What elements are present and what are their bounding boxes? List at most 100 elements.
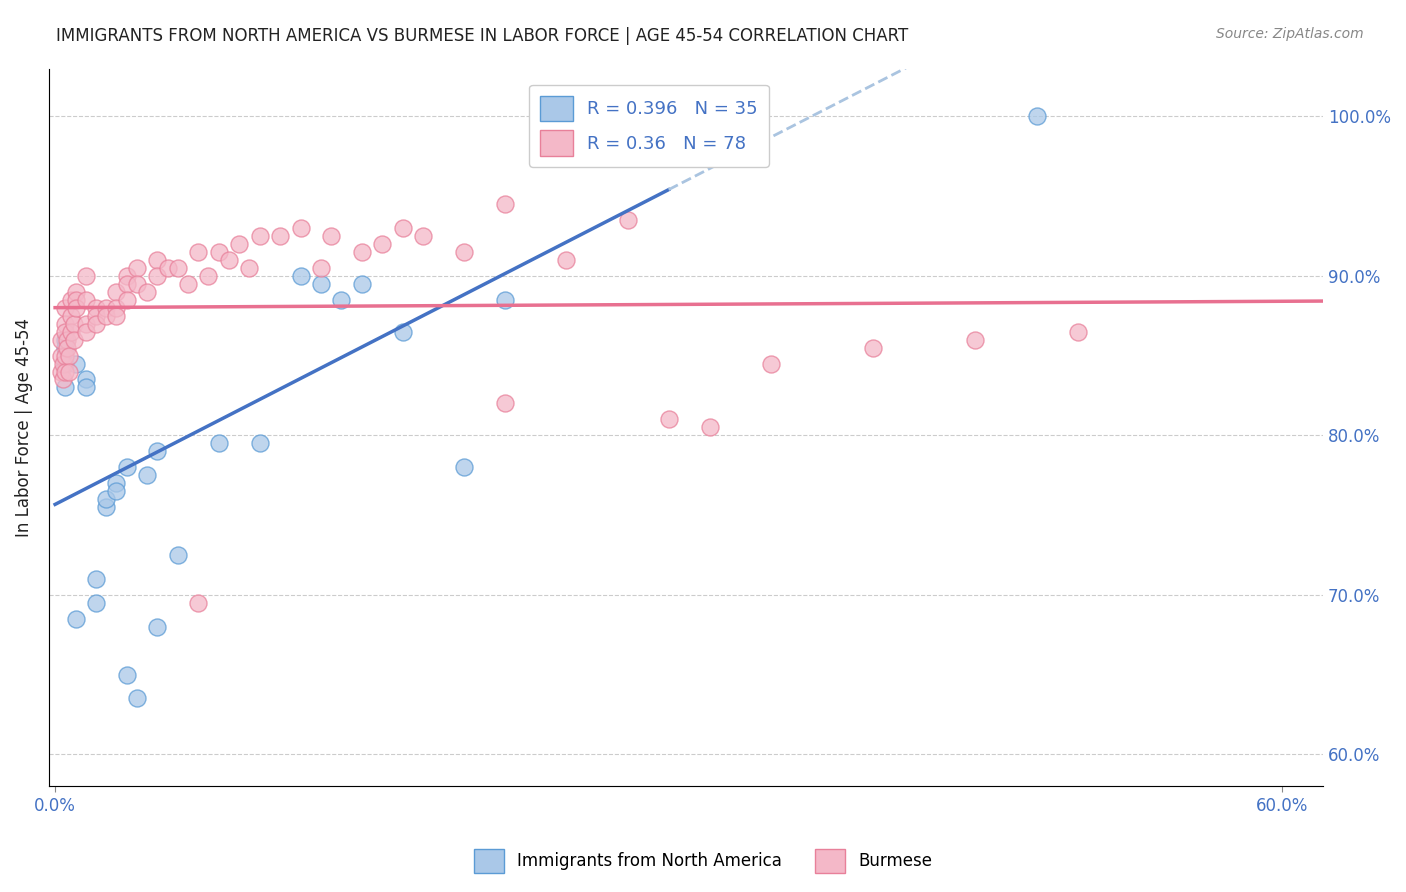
Point [290,221,312,235]
Point [84,309,107,323]
Point [51,333,73,347]
Point [53,341,76,355]
Point [75,293,97,307]
Point [350,244,373,259]
Point [391,325,413,339]
Point [249,229,271,244]
Point [60,309,83,323]
Point [146,620,169,634]
Point [52,357,75,371]
Point [65,357,87,371]
Point [187,596,209,610]
Point [65,612,87,626]
Point [65,293,87,307]
Point [52,372,75,386]
Point [115,277,138,291]
Point [53,325,76,339]
Point [51,364,73,378]
Point [84,317,107,331]
Point [309,277,332,291]
Point [125,260,148,275]
Point [156,260,179,275]
Point [759,357,782,371]
Point [965,333,987,347]
Point [136,468,159,483]
Point [208,244,231,259]
Legend: R = 0.396   N = 35, R = 0.36   N = 78: R = 0.396 N = 35, R = 0.36 N = 78 [530,85,769,167]
Point [56,333,79,347]
Point [494,293,516,307]
Point [105,476,128,491]
Point [58,349,80,363]
Point [115,460,138,475]
Point [146,444,169,458]
Point [658,412,681,426]
Point [238,260,260,275]
Point [84,572,107,586]
Point [208,436,231,450]
Point [658,109,681,123]
Point [75,372,97,386]
Point [330,293,353,307]
Text: IMMIGRANTS FROM NORTH AMERICA VS BURMESE IN LABOR FORCE | AGE 45-54 CORRELATION : IMMIGRANTS FROM NORTH AMERICA VS BURMESE… [56,27,908,45]
Point [166,548,188,562]
Point [309,260,332,275]
Point [56,341,79,355]
Point [60,293,83,307]
Point [75,317,97,331]
Point [96,301,118,315]
Point [412,229,434,244]
Point [115,667,138,681]
Y-axis label: In Labor Force | Age 45-54: In Labor Force | Age 45-54 [15,318,32,537]
Point [146,268,169,283]
Point [125,277,148,291]
Point [555,109,578,123]
Point [166,260,188,275]
Point [1067,325,1090,339]
Point [115,268,138,283]
Point [58,364,80,378]
Point [115,293,138,307]
Point [105,309,128,323]
Point [53,349,76,363]
Point [494,197,516,211]
Point [862,341,884,355]
Point [146,252,169,267]
Point [391,221,413,235]
Point [616,213,638,227]
Legend: Immigrants from North America, Burmese: Immigrants from North America, Burmese [467,842,939,880]
Point [96,500,118,514]
Point [197,268,219,283]
Point [105,484,128,499]
Point [84,301,107,315]
Point [51,349,73,363]
Point [65,285,87,299]
Point [75,325,97,339]
Point [699,420,721,434]
Point [65,301,87,315]
Point [218,252,240,267]
Point [84,596,107,610]
Point [136,285,159,299]
Point [75,268,97,283]
Point [718,109,741,123]
Point [596,109,619,123]
Point [371,236,394,251]
Point [177,277,200,291]
Point [96,492,118,507]
Point [555,252,578,267]
Point [269,229,291,244]
Point [228,236,250,251]
Point [105,285,128,299]
Point [53,380,76,394]
Text: Source: ZipAtlas.com: Source: ZipAtlas.com [1216,27,1364,41]
Point [75,380,97,394]
Point [53,333,76,347]
Point [53,364,76,378]
Point [187,244,209,259]
Point [453,244,475,259]
Point [96,309,118,323]
Point [249,436,271,450]
Point [453,460,475,475]
Point [350,277,373,291]
